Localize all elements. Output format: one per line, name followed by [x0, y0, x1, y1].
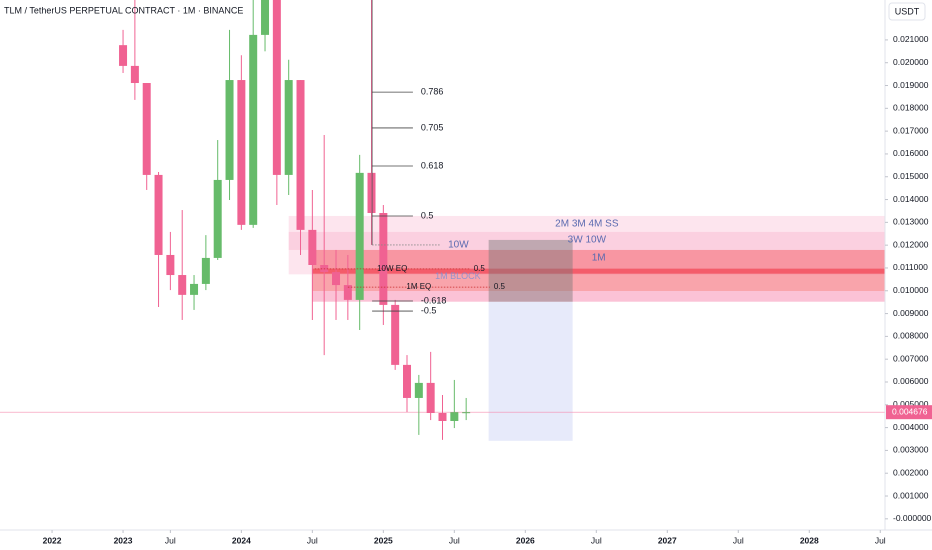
- fib-label: -0.5: [421, 305, 437, 315]
- candle-body: [308, 229, 317, 265]
- candle-body: [403, 364, 412, 398]
- x-tick-label: Jul: [875, 535, 886, 545]
- y-tick-label: 0.014000: [893, 194, 929, 204]
- fib-label: -0.618: [421, 295, 447, 305]
- y-tick-label: 0.020000: [893, 57, 929, 67]
- candle-body: [178, 275, 187, 295]
- y-tick-label: 0.021000: [893, 34, 929, 44]
- zone-label: 2M 3M 4M SS: [555, 219, 619, 230]
- currency[interactable]: USDT: [895, 6, 920, 16]
- candle-body: [142, 83, 151, 175]
- y-tick-label: 0.003000: [893, 445, 929, 455]
- y-tick-label: 0.008000: [893, 331, 929, 341]
- candle-body: [462, 412, 471, 414]
- candle-body: [154, 174, 163, 255]
- y-tick-label: 0.005000: [893, 399, 929, 409]
- last-price-tag: [886, 405, 932, 420]
- eq-label: 1M EQ: [406, 282, 431, 291]
- candle-body: [391, 304, 400, 365]
- candle-body: [272, 0, 281, 175]
- candle-body: [201, 257, 210, 284]
- candle-body: [119, 45, 128, 66]
- eq-end-label: 0.5: [494, 282, 506, 291]
- candle-body: [355, 172, 364, 300]
- currency-box[interactable]: [888, 2, 926, 21]
- candle-body: [379, 213, 388, 305]
- candle-body: [225, 80, 234, 180]
- candle-body: [284, 80, 293, 175]
- y-tick-label: 0.012000: [893, 239, 929, 249]
- y-tick-label: 0.018000: [893, 103, 929, 113]
- zone: [488, 239, 573, 302]
- note: 1M BLOCK: [435, 271, 481, 281]
- x-tick-label: Jul: [165, 535, 176, 545]
- fib-label: 0.618: [421, 160, 444, 170]
- candle-body: [130, 65, 139, 84]
- y-tick-label: 0.017000: [893, 125, 929, 135]
- zone: [312, 268, 885, 274]
- y-tick-label: 0.006000: [893, 376, 929, 386]
- candle-body: [296, 80, 305, 230]
- zone-label: 1M: [592, 253, 606, 264]
- fib-label: 0.5: [421, 210, 434, 220]
- candle-body: [332, 272, 341, 286]
- eq-label: 10W EQ: [377, 264, 407, 273]
- chart-title: TLM / TetherUS PERPETUAL CONTRACT · 1M ·…: [4, 5, 243, 15]
- candle-body: [343, 285, 352, 300]
- candle-body: [414, 382, 423, 398]
- zone: [288, 231, 885, 250]
- zone-label: 3W 10W: [568, 235, 607, 246]
- candle-body: [450, 412, 459, 421]
- candle-body: [367, 172, 376, 214]
- x-tick-label: 2025: [374, 535, 393, 545]
- last-price-label: 0.004676: [892, 406, 928, 416]
- candle-body: [438, 413, 447, 421]
- y-tick-label: 0.004000: [893, 422, 929, 432]
- fib-label: 0.705: [421, 122, 444, 132]
- y-tick-label: 0.010000: [893, 285, 929, 295]
- y-tick-label: -0.000000: [893, 513, 932, 523]
- x-tick-label: Jul: [591, 535, 602, 545]
- y-tick-label: 0.016000: [893, 148, 929, 158]
- y-tick-label: 0.015000: [893, 171, 929, 181]
- x-tick-label: Jul: [733, 535, 744, 545]
- x-tick-label: Jul: [307, 535, 318, 545]
- x-tick-label: 2027: [658, 535, 677, 545]
- candle-body: [261, 0, 270, 35]
- candle-body: [249, 34, 258, 225]
- y-tick-label: 0.019000: [893, 80, 929, 90]
- x-tick-label: 2028: [800, 535, 819, 545]
- y-tick-label: 0.011000: [893, 262, 928, 272]
- y-tick-label: 0.001000: [893, 490, 929, 500]
- x-tick-label: Jul: [449, 535, 460, 545]
- y-tick-label: 0.007000: [893, 353, 929, 363]
- x-tick-label: 2023: [114, 535, 133, 545]
- candle-body: [237, 80, 246, 225]
- candle-body: [426, 382, 435, 414]
- candle-body: [166, 254, 175, 276]
- plot-area: 0.786 0.705 0.618 0.5 -0.618-0.5 10W 10W EQ 0.5…: [0, 0, 885, 441]
- eq-end-label: 0.5: [474, 264, 486, 273]
- zone: [312, 290, 885, 302]
- y-tick-label: 0.009000: [893, 308, 929, 318]
- y-tick-label: 0.002000: [893, 467, 929, 477]
- candle-body: [190, 283, 199, 295]
- x-tick-label: 2026: [516, 535, 535, 545]
- zone: [488, 301, 573, 441]
- eq-label: 10W: [448, 240, 469, 251]
- x-tick-label: 2024: [232, 535, 251, 545]
- y-tick-label: 0.013000: [893, 217, 929, 227]
- fib-label: 0.786: [421, 87, 444, 97]
- x-tick-label: 2022: [43, 535, 62, 545]
- candle-body: [213, 179, 222, 258]
